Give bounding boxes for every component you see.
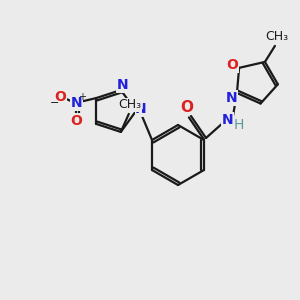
Text: −: − xyxy=(50,98,59,108)
Text: O: O xyxy=(54,90,66,104)
Text: H: H xyxy=(234,118,244,132)
Text: O: O xyxy=(70,114,82,128)
Text: N: N xyxy=(135,102,147,116)
Text: N: N xyxy=(226,91,238,105)
Text: N: N xyxy=(70,96,82,110)
Text: N: N xyxy=(222,113,234,127)
Text: +: + xyxy=(78,92,86,102)
Text: CH₃: CH₃ xyxy=(266,30,289,44)
Text: O: O xyxy=(226,58,238,72)
Text: O: O xyxy=(181,100,194,115)
Text: CH₃: CH₃ xyxy=(118,98,141,111)
Text: N: N xyxy=(117,78,129,92)
